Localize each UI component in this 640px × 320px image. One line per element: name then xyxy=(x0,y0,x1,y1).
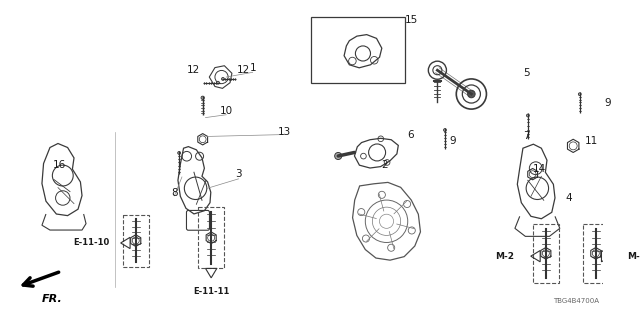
Text: 9: 9 xyxy=(449,136,456,146)
Circle shape xyxy=(178,151,180,154)
Text: 15: 15 xyxy=(404,15,418,26)
Bar xyxy=(532,224,559,283)
Bar xyxy=(198,207,225,268)
Text: TBG4B4700A: TBG4B4700A xyxy=(552,298,598,304)
Text: 2: 2 xyxy=(381,160,388,170)
Text: 5: 5 xyxy=(523,68,529,78)
Text: 6: 6 xyxy=(407,130,413,140)
Bar xyxy=(582,224,609,283)
Circle shape xyxy=(444,129,446,132)
Text: 13: 13 xyxy=(278,127,291,137)
Text: 4: 4 xyxy=(565,193,572,203)
Circle shape xyxy=(221,77,225,80)
Text: 3: 3 xyxy=(235,169,242,179)
Circle shape xyxy=(611,93,614,96)
Text: 12: 12 xyxy=(187,66,200,76)
Bar xyxy=(311,17,405,83)
Text: 11: 11 xyxy=(584,136,598,146)
Text: 16: 16 xyxy=(52,160,66,170)
Text: 1: 1 xyxy=(250,63,256,73)
Circle shape xyxy=(201,96,204,100)
Text: E-11-11: E-11-11 xyxy=(193,287,229,296)
Text: 10: 10 xyxy=(220,106,233,116)
Text: 12: 12 xyxy=(237,66,250,76)
Circle shape xyxy=(468,90,475,98)
Text: 7: 7 xyxy=(523,132,529,141)
Circle shape xyxy=(216,81,220,84)
Text: 8: 8 xyxy=(171,188,178,198)
Text: M-2: M-2 xyxy=(627,252,640,261)
Circle shape xyxy=(527,114,529,117)
Circle shape xyxy=(579,93,581,96)
Text: FR.: FR. xyxy=(42,294,62,304)
Text: E-11-10: E-11-10 xyxy=(74,238,110,247)
Text: M-2: M-2 xyxy=(495,252,514,261)
Circle shape xyxy=(335,152,342,160)
Bar xyxy=(122,215,149,267)
Text: 14: 14 xyxy=(532,164,546,174)
Text: 9: 9 xyxy=(605,99,611,108)
